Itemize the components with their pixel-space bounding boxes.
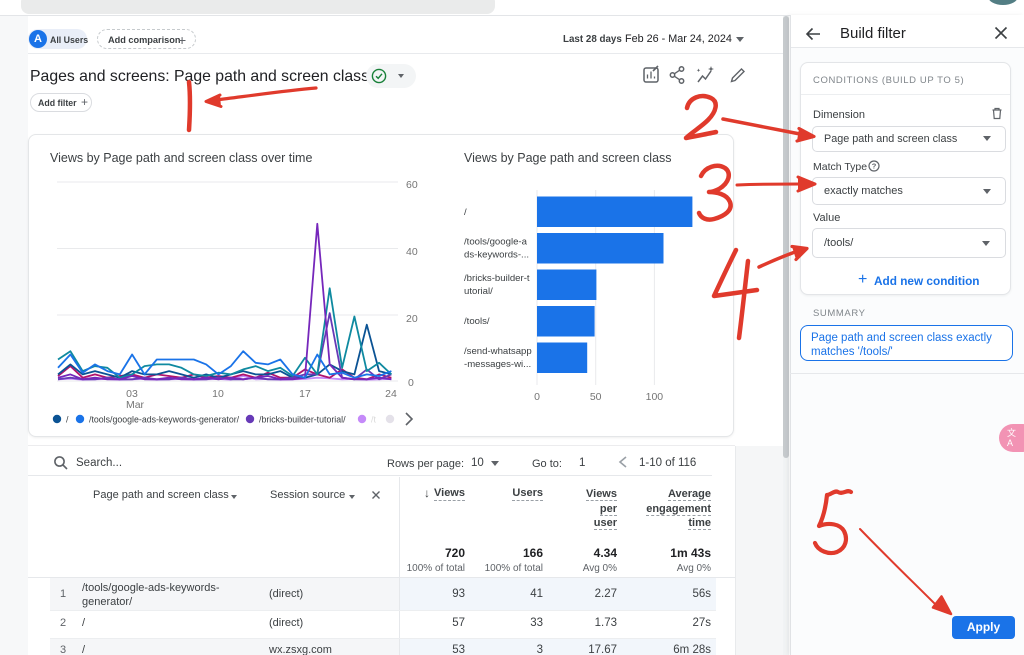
svg-text:/: / — [66, 415, 69, 425]
svg-text:0: 0 — [408, 377, 414, 389]
svg-text:10: 10 — [212, 388, 224, 400]
svg-text:/tools/google-a: /tools/google-a — [464, 237, 528, 248]
svg-text:100: 100 — [646, 391, 664, 403]
svg-text:24: 24 — [385, 388, 397, 400]
svg-text:17: 17 — [299, 388, 311, 400]
svg-text:0: 0 — [534, 391, 540, 403]
svg-text:/bricks-builder-t: /bricks-builder-t — [464, 273, 530, 284]
svg-text:03: 03 — [126, 388, 138, 400]
svg-text:/: / — [464, 207, 467, 218]
svg-text:Mar: Mar — [126, 399, 145, 411]
svg-text:/t: /t — [371, 415, 376, 425]
svg-text:ds-keywords-...: ds-keywords-... — [464, 250, 529, 261]
svg-text:20: 20 — [406, 313, 418, 325]
svg-text:-messages-wi...: -messages-wi... — [464, 359, 531, 370]
svg-text:/send-whatsapp: /send-whatsapp — [464, 346, 532, 357]
svg-text:40: 40 — [406, 246, 418, 258]
svg-text:/tools/google-ads-keywords-gen: /tools/google-ads-keywords-generator/ — [89, 415, 240, 425]
svg-text:utorial/: utorial/ — [464, 286, 493, 297]
svg-text:?: ? — [872, 162, 877, 171]
svg-text:60: 60 — [406, 179, 418, 191]
svg-text:/tools/: /tools/ — [464, 316, 490, 327]
svg-text:/bricks-builder-tutorial/: /bricks-builder-tutorial/ — [259, 415, 346, 425]
svg-text:50: 50 — [590, 391, 602, 403]
